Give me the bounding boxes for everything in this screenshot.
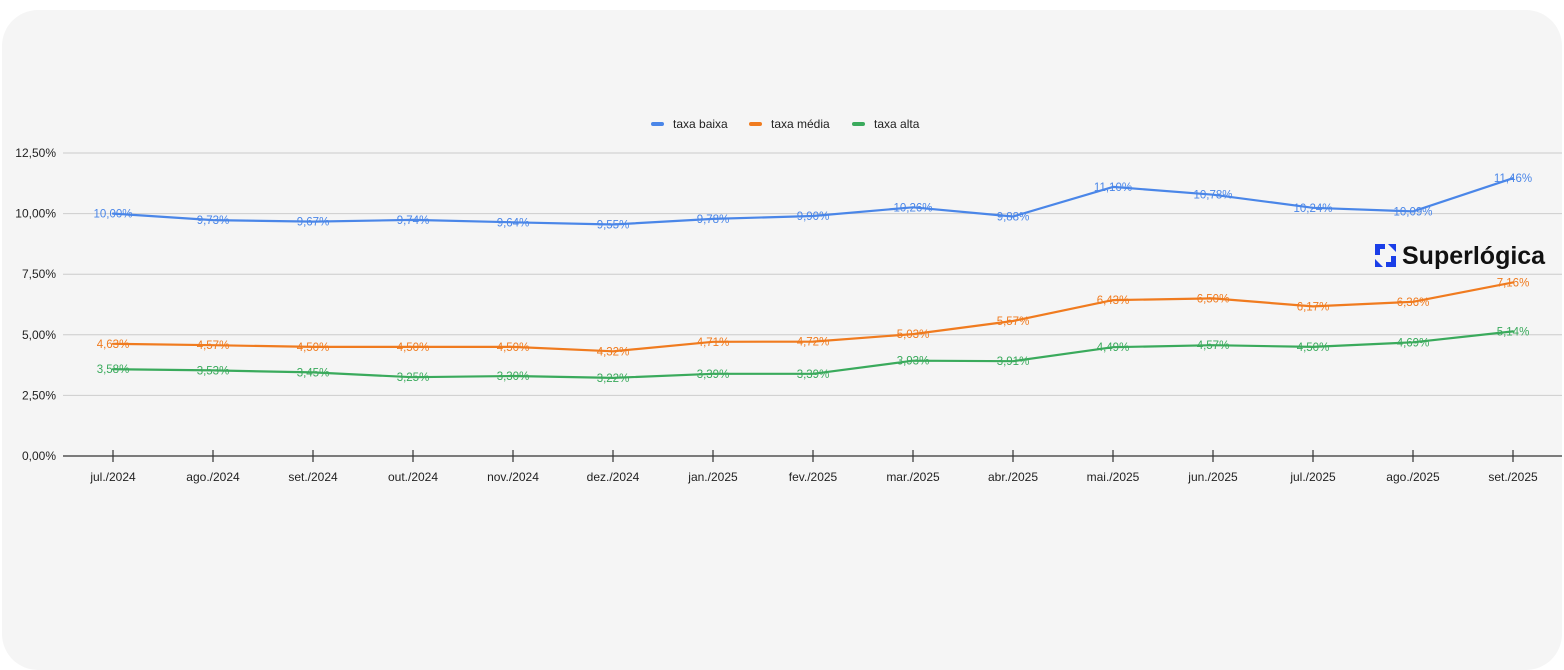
y-tick-label: 7,50% — [22, 267, 56, 281]
data-label: 3,22% — [597, 373, 630, 385]
data-label: 4,63% — [97, 339, 130, 351]
line-chart: 0,00% 2,50% 5,00% 7,50% 10,00% 12,50% jul./20… — [15, 117, 1562, 484]
data-label: 5,57% — [997, 316, 1030, 328]
x-tick-label: set./2024 — [288, 470, 338, 484]
y-tick-label: 12,50% — [15, 146, 56, 160]
data-label: 3,91% — [997, 356, 1030, 368]
data-label: 6,43% — [1097, 295, 1130, 307]
x-tick-labels: jul./2024 ago./2024 set./2024 out./2024 nov.… — [89, 470, 1538, 484]
data-label: 9,88% — [997, 212, 1030, 224]
y-tick-label: 5,00% — [22, 328, 56, 342]
x-axis — [63, 450, 1562, 462]
data-label: 3,39% — [697, 369, 730, 381]
data-label: 4,57% — [197, 340, 230, 352]
x-tick-label: out./2024 — [388, 470, 438, 484]
superlogica-logo-text: Superlógica — [1402, 242, 1546, 270]
data-label: 9,90% — [797, 211, 830, 223]
y-axis: 0,00% 2,50% 5,00% 7,50% 10,00% 12,50% — [15, 146, 56, 463]
data-label: 3,93% — [897, 356, 930, 368]
data-label: 6,17% — [1297, 301, 1330, 313]
gridlines — [63, 152, 1562, 396]
data-label: 3,58% — [97, 364, 130, 376]
data-label: 11,10% — [1094, 182, 1132, 194]
legend-swatch — [651, 122, 664, 126]
data-label: 9,64% — [497, 217, 530, 229]
data-label: 9,74% — [397, 215, 430, 227]
data-label: 4,50% — [497, 342, 530, 354]
data-label: 3,53% — [197, 365, 230, 377]
data-label: 5,03% — [897, 329, 930, 341]
data-label: 10,09% — [1393, 206, 1432, 218]
superlogica-logo-icon — [1375, 244, 1396, 267]
data-label: 9,67% — [297, 217, 330, 229]
data-label: 10,26% — [893, 202, 932, 214]
legend-entry-label: taxa baixa — [673, 117, 728, 131]
data-label: 6,36% — [1397, 297, 1430, 309]
x-tick-label: set./2025 — [1488, 470, 1538, 484]
legend-swatch — [749, 122, 762, 126]
legend-swatch — [852, 122, 865, 126]
y-tick-label: 0,00% — [22, 449, 56, 463]
x-tick-label: jan./2025 — [687, 470, 738, 484]
x-tick-label: jul./2024 — [89, 470, 136, 484]
data-label: 4,50% — [297, 342, 330, 354]
series-line — [111, 330, 1515, 379]
data-label: 10,00% — [93, 209, 132, 221]
data-label: 3,25% — [397, 372, 430, 384]
series-line — [111, 281, 1515, 353]
data-label: 10,24% — [1293, 203, 1332, 215]
x-tick-label: abr./2025 — [988, 470, 1038, 484]
data-label: 4,49% — [1097, 342, 1130, 354]
data-label: 10,78% — [1193, 190, 1232, 202]
data-label: 9,73% — [197, 215, 230, 227]
x-tick-label: mai./2025 — [1087, 470, 1140, 484]
series-lines — [111, 177, 1515, 379]
data-label: 5,14% — [1497, 326, 1530, 338]
data-label: 9,78% — [697, 214, 730, 226]
legend-entry-label: taxa alta — [874, 117, 920, 131]
chart-card — [2, 10, 1562, 670]
legend-entry-label: taxa média — [771, 117, 830, 131]
x-tick-label: ago./2024 — [186, 470, 240, 484]
x-tick-label: dez./2024 — [587, 470, 640, 484]
x-tick-label: nov./2024 — [487, 470, 539, 484]
data-label: 11,46% — [1494, 173, 1532, 185]
data-label: 4,71% — [697, 337, 730, 349]
x-tick-label: mar./2025 — [886, 470, 940, 484]
data-label: 4,50% — [1297, 342, 1330, 354]
data-label: 3,45% — [297, 367, 330, 379]
data-label: 7,16% — [1497, 277, 1530, 289]
legend: taxa baixa taxa média taxa alta — [651, 117, 920, 131]
data-label: 4,72% — [797, 337, 830, 349]
data-label: 6,50% — [1197, 293, 1230, 305]
data-label: 9,55% — [597, 220, 630, 232]
superlogica-logo: Superlógica — [1375, 242, 1546, 270]
series-line — [111, 177, 1515, 226]
y-tick-label: 2,50% — [22, 388, 56, 402]
data-label: 4,57% — [1197, 340, 1230, 352]
data-label: 3,39% — [797, 369, 830, 381]
data-label: 4,32% — [597, 346, 630, 358]
y-tick-label: 10,00% — [15, 207, 56, 221]
data-label: 3,30% — [497, 371, 530, 383]
x-tick-label: jun./2025 — [1187, 470, 1238, 484]
x-tick-label: ago./2025 — [1386, 470, 1440, 484]
data-labels: 10,00% 9,73% 9,67% 9,74% 9,64% 9,55% 9,78% 9,90… — [93, 173, 1532, 385]
data-label: 4,50% — [397, 342, 430, 354]
x-tick-label: jul./2025 — [1289, 470, 1336, 484]
data-label: 4,69% — [1397, 337, 1430, 349]
x-tick-label: fev./2025 — [789, 470, 838, 484]
